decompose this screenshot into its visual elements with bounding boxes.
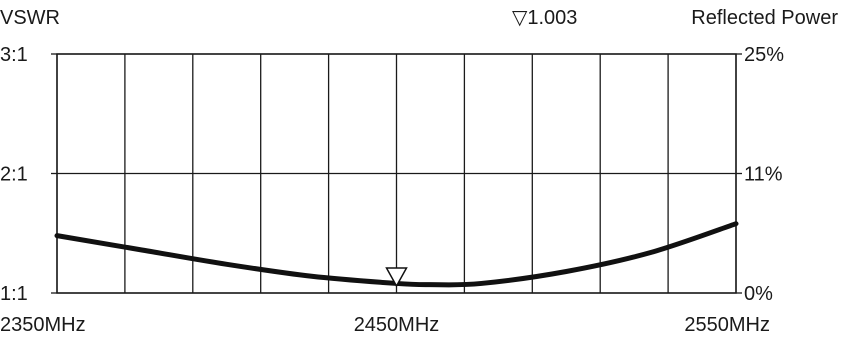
right-tick-labels: 25% 11% 0% [736, 44, 784, 305]
vswr-curve [54, 221, 739, 288]
right-tick-label: 11% [744, 164, 783, 186]
left-axis-label: VSWR [0, 7, 60, 29]
right-tick-label: 0% [744, 283, 773, 305]
left-tick-labels: 3:1 2:1 1:1 [0, 44, 57, 305]
x-tick-label: 2450MHz [354, 314, 440, 335]
left-tick-label: 2:1 [0, 164, 28, 186]
x-tick-labels: 2350MHz 2450MHz 2550MHz [0, 314, 770, 336]
right-axis-label: Reflected Power [691, 7, 838, 29]
left-tick-label: 1:1 [0, 283, 28, 305]
marker-triangle-icon[interactable] [385, 267, 408, 288]
right-tick-label: 25% [744, 44, 784, 66]
x-tick-label: 2550MHz [684, 314, 770, 335]
x-tick-label: 2350MHz [0, 314, 86, 335]
left-tick-label: 3:1 [0, 44, 28, 66]
marker-readout: ▽1.003 [512, 7, 577, 29]
